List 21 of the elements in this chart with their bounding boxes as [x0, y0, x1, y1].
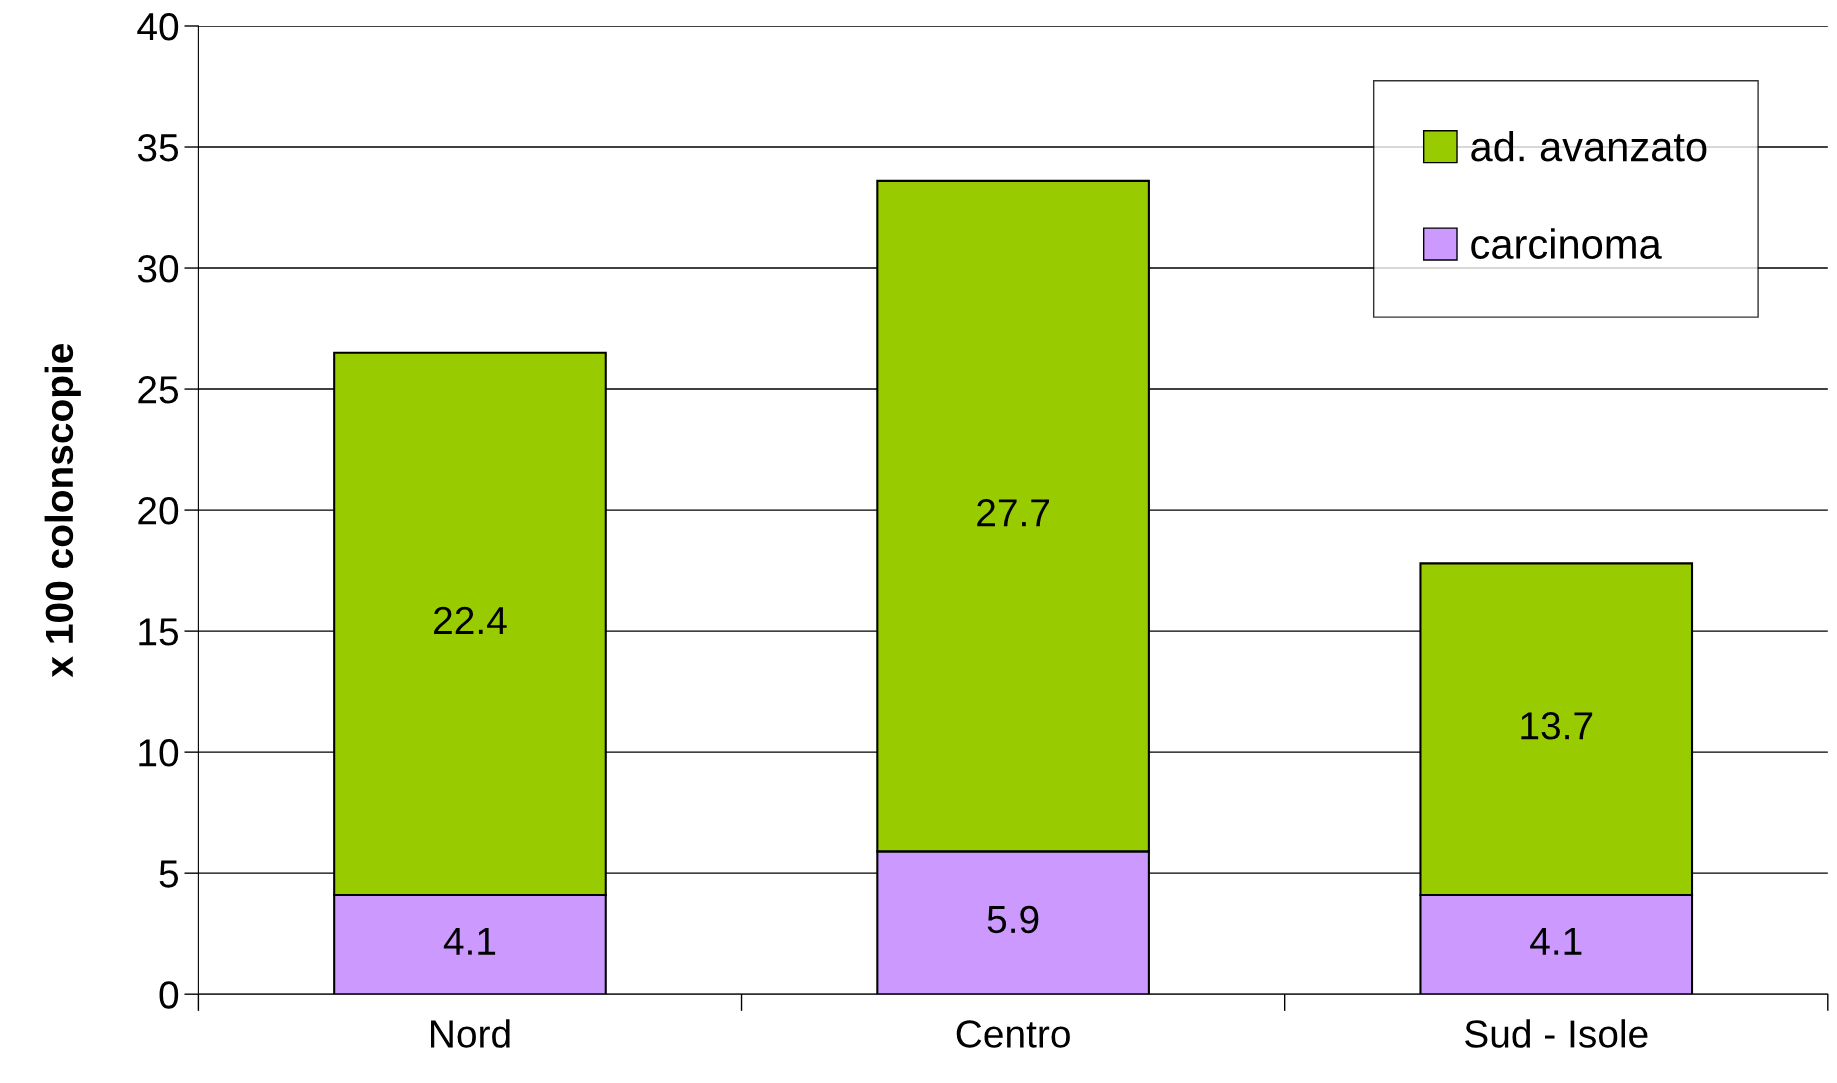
data-label: 27.7	[977, 499, 1049, 527]
y-axis-title: x 100 colonscopie	[44, 343, 81, 678]
legend-label: carcinoma	[1471, 228, 1662, 259]
x-tick-label: Nord	[431, 1019, 510, 1048]
data-label: 4.1	[443, 927, 496, 955]
y-tick-label: 20	[138, 497, 179, 525]
data-label: 4.1	[1530, 927, 1582, 955]
y-tick-label: 5	[159, 860, 179, 888]
y-tick-label: 40	[137, 12, 179, 41]
x-tick-label: Centro	[956, 1020, 1070, 1048]
y-tick-label: 0	[159, 981, 179, 1009]
y-tick-label: 30	[137, 254, 179, 283]
y-tick-label: 10	[139, 739, 179, 767]
y-tick-label: 25	[138, 376, 179, 404]
data-label: 13.7	[1521, 712, 1593, 740]
y-tick-label: 35	[137, 133, 179, 162]
x-tick-label: Sud - Isole	[1465, 1019, 1648, 1048]
data-label: 22.4	[434, 606, 507, 634]
y-tick-label: 15	[139, 618, 179, 646]
data-label: 5.9	[987, 905, 1039, 934]
legend-label: ad. avanzato	[1471, 130, 1707, 162]
